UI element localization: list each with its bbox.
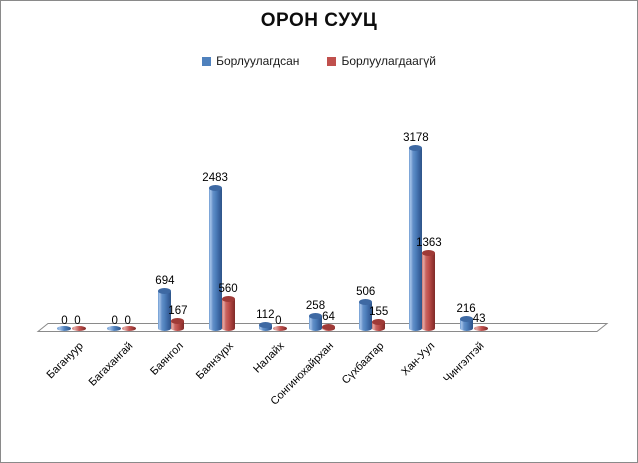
value-label: 112 — [256, 308, 275, 321]
value-label: 155 — [369, 306, 389, 319]
cylinder-bar-top — [258, 321, 272, 328]
category-label: Баянгол — [148, 340, 186, 378]
value-label: 0 — [61, 315, 68, 327]
cylinder-bar-top — [409, 145, 423, 151]
cylinder-bar-top — [171, 318, 185, 325]
cylinder-bar-body — [258, 324, 272, 331]
value-label: 1363 — [416, 236, 442, 249]
cylinder-bar[interactable] — [422, 249, 436, 331]
cylinder-bar[interactable] — [171, 318, 185, 331]
category-label: Чингэлтэй — [441, 340, 488, 386]
cylinder-bar[interactable] — [372, 319, 386, 331]
value-label: 0 — [124, 315, 131, 327]
legend-swatch-unsold-icon — [327, 56, 337, 66]
category-label: Хан-Уул — [398, 340, 437, 379]
category-label: Багахангай — [87, 340, 136, 389]
cylinder-bar-body — [359, 301, 373, 331]
legend-item-unsold[interactable]: Борлуулагдаагүй — [327, 54, 436, 68]
legend-label-unsold: Борлуулагдаагүй — [341, 54, 436, 68]
cylinder-bar[interactable] — [473, 326, 488, 331]
category-label: Багануур — [44, 340, 86, 382]
chart-title: ОРОН СУУЦ — [260, 10, 378, 31]
cylinder-bar[interactable] — [359, 298, 373, 331]
value-label: 64 — [322, 311, 335, 324]
value-label: 694 — [155, 275, 175, 288]
cylinder-bar-top — [422, 249, 436, 256]
value-label: 43 — [472, 312, 486, 325]
cylinder-bar-top — [208, 185, 222, 192]
value-label: 0 — [275, 315, 282, 327]
cylinder-bar[interactable] — [72, 326, 86, 331]
category-label: Баянзүрх — [194, 340, 237, 383]
value-label: 0 — [74, 315, 81, 327]
cylinder-bar[interactable] — [158, 288, 172, 331]
cylinder-bar-body — [409, 148, 423, 331]
value-label: 3178 — [403, 132, 429, 144]
cylinder-bar-top — [459, 315, 473, 322]
cylinder-bar-body — [158, 291, 172, 331]
chart-legend: Борлуулагдсан Борлуулагдаагүй — [1, 54, 637, 68]
cylinder-bar-body — [171, 321, 185, 331]
cylinder-bar[interactable] — [221, 295, 235, 331]
cylinder-bar-body — [422, 252, 436, 331]
cylinder-bar[interactable] — [122, 326, 137, 331]
cylinder-bar[interactable] — [208, 185, 222, 331]
value-label: 506 — [356, 285, 376, 298]
cylinder-bar-body — [208, 188, 222, 331]
cylinder-bar[interactable] — [258, 321, 272, 331]
value-label: 560 — [218, 282, 238, 295]
cylinder-bar-top — [359, 298, 373, 305]
cylinder-bar[interactable] — [409, 145, 423, 331]
legend-item-sold[interactable]: Борлуулагдсан — [202, 54, 299, 68]
value-label: 216 — [456, 302, 476, 315]
cylinder-bar-body — [309, 316, 322, 331]
cylinder-bar[interactable] — [272, 326, 287, 331]
cylinder-bar-top — [158, 288, 172, 295]
cylinder-bar[interactable] — [322, 324, 335, 331]
cylinder-bar-body — [372, 322, 386, 331]
cylinder-bar[interactable] — [309, 313, 322, 331]
cylinder-bar[interactable] — [459, 315, 473, 331]
category-label: Сүхбаатар — [340, 340, 387, 387]
cylinder-bar[interactable] — [57, 326, 71, 331]
value-label: 258 — [305, 300, 326, 313]
category-label: Налайх — [250, 340, 287, 376]
cylinder-bar-top — [309, 313, 322, 320]
cylinder-bar-top — [322, 324, 335, 331]
legend-swatch-sold-icon — [202, 56, 212, 66]
cylinder-bar[interactable] — [107, 326, 122, 331]
cylinder-bar-body — [459, 318, 473, 331]
cylinder-bar-body — [221, 298, 235, 331]
value-label: 2483 — [202, 172, 228, 185]
cylinder-bar-top — [372, 319, 386, 326]
value-label: 167 — [168, 305, 188, 318]
legend-label-sold: Борлуулагдсан — [216, 54, 300, 68]
cylinder-bar-top — [221, 295, 235, 302]
value-label: 0 — [111, 315, 118, 327]
